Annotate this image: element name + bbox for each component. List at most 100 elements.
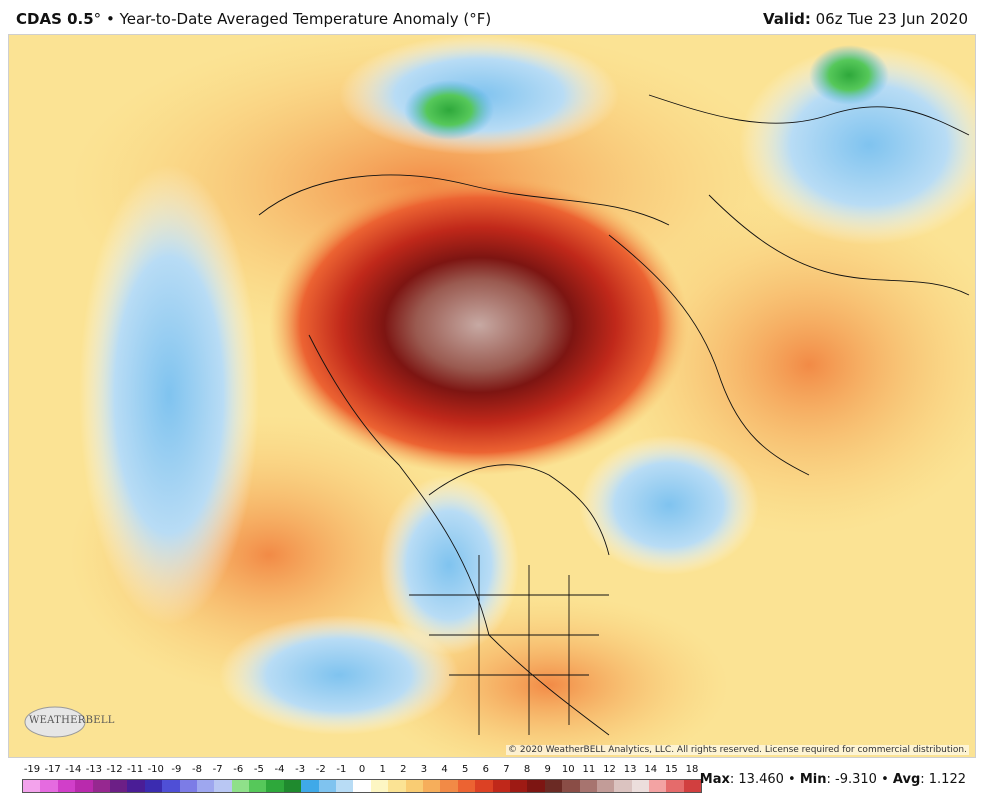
legend-swatch	[57, 780, 76, 792]
legend-swatch	[405, 780, 423, 792]
legend-swatch	[301, 780, 319, 792]
legend-tick-label: 3	[420, 764, 428, 775]
legend-swatch	[683, 780, 702, 792]
legend-swatch	[109, 780, 128, 792]
title-text: Year-to-Date Averaged Temperature Anomal…	[119, 10, 492, 28]
east-pacific-cool-region	[219, 615, 459, 735]
legend-swatch	[370, 780, 389, 792]
legend-ticks: -19 -17 -14 -13 -12 -11 -10 -9 -8 -7 -6 -5 -4 -3 -2 -1 0…	[22, 764, 702, 778]
legend-tick-label: 8	[523, 764, 531, 775]
legend-tick-label: 5	[461, 764, 469, 775]
legend-tick-label: 4	[441, 764, 448, 775]
legend-swatch	[92, 780, 110, 792]
legend-swatch	[40, 780, 58, 792]
legend-swatch	[127, 780, 145, 792]
legend-swatch	[475, 780, 493, 792]
south-asia-cool-region	[739, 45, 975, 245]
legend-tick-label: -5	[253, 764, 264, 775]
legend-tick-label: -11	[126, 764, 144, 775]
coastlines	[258, 94, 970, 736]
legend-swatch	[179, 780, 197, 792]
legend-tick-label: -8	[192, 764, 202, 775]
color-legend: -19 -17 -14 -13 -12 -11 -10 -9 -8 -7 -6 -5 -4 -3 -2 -1 0…	[22, 762, 702, 796]
stats-summary: Max: 13.460 • Min: -9.310 • Avg: 1.122	[699, 772, 966, 787]
legend-swatch	[440, 780, 458, 792]
legend-swatch	[527, 780, 545, 792]
legend-tick-label: -1	[336, 764, 347, 775]
cold-anomaly-spot-east	[809, 45, 889, 105]
legend-swatch	[336, 780, 354, 792]
north-atlantic-cool-region	[579, 435, 759, 575]
legend-swatch	[562, 780, 580, 792]
max-value: 13.460	[738, 772, 784, 787]
legend-swatch	[75, 780, 93, 792]
avg-value: 1.122	[928, 772, 966, 787]
legend-tick-label: 10	[561, 764, 575, 775]
legend-swatch	[666, 780, 684, 792]
max-label: Max	[699, 772, 730, 787]
legend-swatch	[457, 780, 476, 792]
legend-tick-label: -13	[85, 764, 103, 775]
cold-anomaly-spot-west	[404, 80, 494, 140]
model-name: CDAS 0.5	[16, 10, 94, 28]
degree-symbol: °	[93, 10, 102, 28]
legend-swatch	[388, 780, 406, 792]
legend-tick-label: -2	[315, 764, 326, 775]
stats-sep-2: •	[876, 772, 893, 787]
legend-tick-label: 9	[544, 764, 551, 775]
legend-swatch	[266, 780, 284, 792]
legend-swatch	[196, 780, 215, 792]
legend-swatch	[162, 780, 180, 792]
stats-sep-1: •	[783, 772, 800, 787]
legend-tick-label: 7	[503, 764, 510, 775]
canada-cool-region	[379, 475, 519, 655]
legend-swatch	[318, 780, 337, 792]
legend-swatch	[353, 780, 371, 792]
copyright-notice: © 2020 WeatherBELL Analytics, LLC. All r…	[506, 745, 969, 755]
legend-tick-label: -4	[274, 764, 285, 775]
legend-tick-label: -9	[171, 764, 182, 775]
title-separator: •	[101, 10, 120, 28]
legend-swatch	[492, 780, 510, 792]
legend-swatch	[214, 780, 232, 792]
header: CDAS 0.5° • Year-to-Date Averaged Temper…	[0, 0, 984, 34]
legend-tick-label: 6	[482, 764, 489, 775]
legend-tick-label: -7	[212, 764, 223, 775]
legend-swatch	[144, 780, 163, 792]
legend-tick-label: -19	[23, 764, 41, 775]
legend-tick-label: 13	[623, 764, 637, 775]
legend-swatch	[509, 780, 528, 792]
legend-swatch	[231, 780, 250, 792]
legend-tick-label: -10	[147, 764, 164, 775]
legend-tick-label: 2	[400, 764, 407, 775]
logo-globe-icon	[24, 706, 86, 738]
min-value: -9.310	[835, 772, 877, 787]
legend-swatch	[649, 780, 667, 792]
map-title: CDAS 0.5° • Year-to-Date Averaged Temper…	[16, 10, 491, 28]
legend-swatch	[283, 780, 302, 792]
weatherbell-logo: WEATHERBELL	[23, 705, 114, 739]
legend-tick-label: -6	[233, 764, 244, 775]
legend-tick-label: -17	[44, 764, 61, 775]
valid-time: Valid: 06z Tue 23 Jun 2020	[763, 10, 968, 28]
legend-swatch	[422, 780, 441, 792]
arctic-warm-anomaly	[269, 175, 689, 475]
legend-tick-label: 11	[582, 764, 596, 775]
legend-swatch	[614, 780, 632, 792]
legend-swatch	[23, 780, 41, 792]
legend-tick-label: 14	[644, 764, 658, 775]
logo-text: WEATHERBELL	[29, 715, 115, 726]
legend-swatch	[544, 780, 563, 792]
legend-tick-label: -12	[106, 764, 123, 775]
legend-tick-label: 12	[603, 764, 616, 775]
min-label: Min	[799, 772, 827, 787]
legend-tick-label: 1	[379, 764, 386, 775]
legend-tick-label: -3	[295, 764, 306, 775]
north-pacific-cool-region	[79, 165, 259, 625]
anomaly-map: WEATHERBELL © 2020 WeatherBELL Analytics…	[8, 34, 976, 758]
map-canvas	[9, 35, 975, 757]
legend-swatch	[249, 780, 267, 792]
legend-tick-label: 0	[358, 764, 366, 775]
legend-tick-label: 15	[665, 764, 678, 775]
legend-tick-label: -14	[65, 764, 82, 775]
